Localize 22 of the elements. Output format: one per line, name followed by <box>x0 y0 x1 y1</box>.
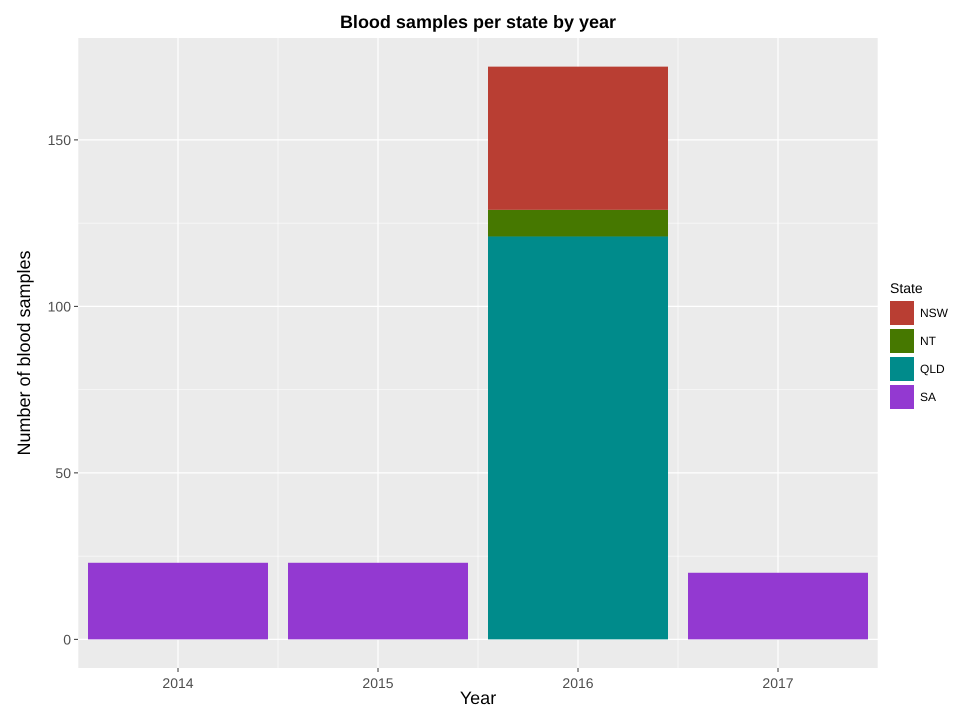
bar <box>488 66 668 210</box>
legend-label: NSW <box>920 306 949 320</box>
legend-title: State <box>890 280 923 296</box>
y-tick-label: 100 <box>48 298 72 314</box>
x-tick-label: 2014 <box>162 675 194 691</box>
y-tick-label: 50 <box>55 464 72 481</box>
x-tick-label: 2016 <box>562 675 594 691</box>
y-axis-title: Number of blood samples <box>14 250 34 456</box>
y-tick-label: 150 <box>48 132 72 148</box>
bar <box>88 562 268 640</box>
bar <box>488 210 668 236</box>
bar <box>488 236 668 640</box>
y-tick-label: 0 <box>63 631 72 648</box>
x-axis-title: Year <box>460 688 496 708</box>
x-tick-label: 2015 <box>362 675 394 691</box>
bar <box>288 562 468 640</box>
bar <box>688 572 868 640</box>
chart-title: Blood samples per state by year <box>340 12 616 32</box>
legend-label: SA <box>920 390 936 404</box>
x-tick-label: 2017 <box>762 675 794 691</box>
legend-label: QLD <box>920 362 946 376</box>
legend-label: NT <box>920 334 937 348</box>
